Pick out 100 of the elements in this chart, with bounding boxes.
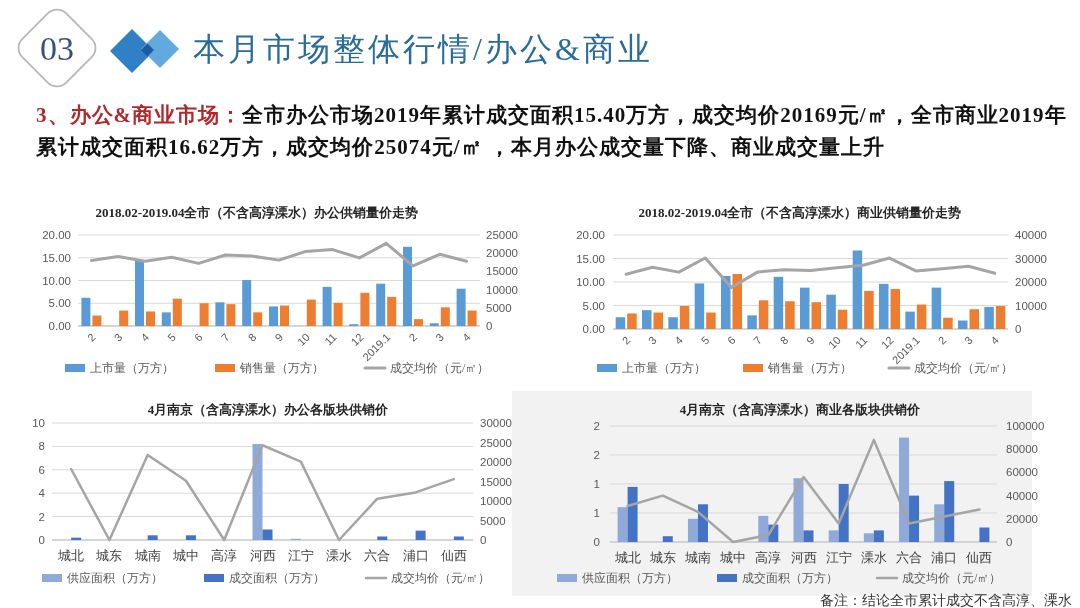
x-tick-label: 城东: [648, 551, 676, 565]
bar: [81, 297, 91, 326]
x-tick-label: 溧水: [326, 549, 353, 563]
bar: [837, 309, 848, 329]
bar: [440, 307, 450, 326]
y-tick-label: 10.00: [42, 274, 71, 287]
x-tick-label: 4: [988, 333, 1002, 347]
bar: [414, 319, 423, 326]
bar: [456, 288, 466, 326]
bar: [262, 529, 273, 540]
bar: [943, 317, 953, 329]
x-tick-label: 7: [218, 330, 232, 344]
bar: [269, 306, 278, 326]
legend-label: 成交面积（万方）: [229, 571, 325, 585]
y-tick-label: 0: [38, 534, 45, 546]
bar: [415, 530, 426, 540]
text: 本月市场整体行情/办公&商业: [193, 31, 653, 67]
x-tick-label: 3: [645, 333, 659, 347]
bar: [662, 536, 673, 542]
bar: [706, 312, 716, 329]
x-tick-label: 浦口: [931, 551, 958, 565]
x-tick-label: 4: [460, 330, 473, 344]
bar: [322, 286, 332, 326]
legend-label: 成交均价（元/㎡）: [902, 571, 1002, 585]
y2-tick-label: 20000: [1015, 276, 1047, 288]
bar: [934, 504, 945, 542]
legend-label: 成交面积（万方）: [742, 571, 838, 585]
y-tick-label: 5.00: [48, 297, 71, 310]
y-tick-label: 15.00: [576, 252, 605, 265]
bar: [758, 515, 769, 542]
bar: [252, 444, 263, 540]
bar: [627, 313, 637, 329]
bar: [984, 306, 994, 329]
y2-tick-label: 30000: [480, 417, 512, 429]
x-tick-label: 城北: [57, 549, 85, 563]
bar: [958, 320, 968, 329]
x-tick-label: 高淳: [755, 550, 782, 565]
bar: [758, 300, 769, 329]
bar: [828, 530, 839, 542]
bar: [852, 250, 863, 329]
bar: [617, 507, 628, 542]
bar: [653, 312, 663, 329]
bar: [694, 283, 705, 329]
y2-tick-label: 0: [486, 320, 493, 332]
y-tick-label: 6: [38, 463, 45, 476]
bar: [873, 530, 884, 542]
x-tick-label: 8: [245, 330, 259, 344]
bar: [280, 305, 289, 326]
bar: [429, 323, 439, 326]
bar: [879, 283, 889, 329]
y2-tick-label: 20000: [480, 456, 512, 468]
y-tick-label: 4: [38, 487, 46, 500]
x-tick-label: 9: [272, 330, 286, 344]
bar: [773, 276, 784, 329]
x-tick-label: 4: [672, 333, 686, 347]
bar: [905, 311, 915, 329]
y2-tick-label: 25000: [486, 229, 518, 241]
x-tick-label: 高淳: [211, 548, 238, 563]
y2-tick-label: 10000: [480, 495, 512, 507]
x-tick-label: 江宁: [287, 548, 314, 563]
bar: [642, 310, 652, 329]
bar: [931, 287, 942, 329]
x-tick-label: 2: [619, 333, 633, 347]
x-tick-label: 7: [751, 333, 765, 347]
text: 备注：结论全市累计成交不含高淳、溧水: [820, 592, 1072, 608]
bar: [864, 290, 874, 329]
line-series: [69, 443, 456, 542]
bar: [944, 481, 955, 542]
y2-tick-label: 10000: [1015, 299, 1047, 312]
x-tick-label: 六合: [896, 551, 923, 565]
legend-label: 销售量（万方）: [767, 361, 852, 375]
bar: [453, 536, 464, 540]
line-series: [626, 438, 981, 544]
x-tick-label: 12: [348, 330, 366, 348]
chart-title: 2018.02-2019.04全市（不含高淳溧水）办公供销量价走势: [95, 204, 419, 220]
y2-tick-label: 0: [1006, 536, 1013, 548]
y-tick-label: 8: [38, 440, 45, 453]
x-tick-label: 3: [111, 330, 125, 344]
bar: [909, 495, 920, 542]
bar: [135, 260, 144, 326]
bar: [785, 301, 795, 329]
bar: [333, 302, 343, 326]
bar: [979, 527, 990, 542]
x-tick-label: 3: [433, 330, 447, 344]
text: 03: [40, 29, 74, 67]
chart-title: 4月南京（含高淳溧水）办公各版块供销价: [147, 401, 390, 417]
y-tick-label: 15.00: [42, 251, 71, 264]
bar: [403, 246, 412, 326]
y2-tick-label: 20000: [1006, 512, 1038, 525]
x-tick-label: 城北: [613, 551, 641, 565]
bar: [916, 304, 927, 329]
bar: [627, 486, 638, 542]
bar: [721, 275, 731, 329]
bar: [92, 315, 102, 326]
x-tick-label: 河西: [790, 551, 817, 565]
x-tick-label: 城中: [171, 549, 199, 563]
legend-label: 销售量（万方）: [239, 361, 324, 375]
x-tick-label: 城南: [683, 551, 711, 565]
y2-tick-label: 20000: [486, 247, 518, 260]
bar: [185, 535, 196, 540]
